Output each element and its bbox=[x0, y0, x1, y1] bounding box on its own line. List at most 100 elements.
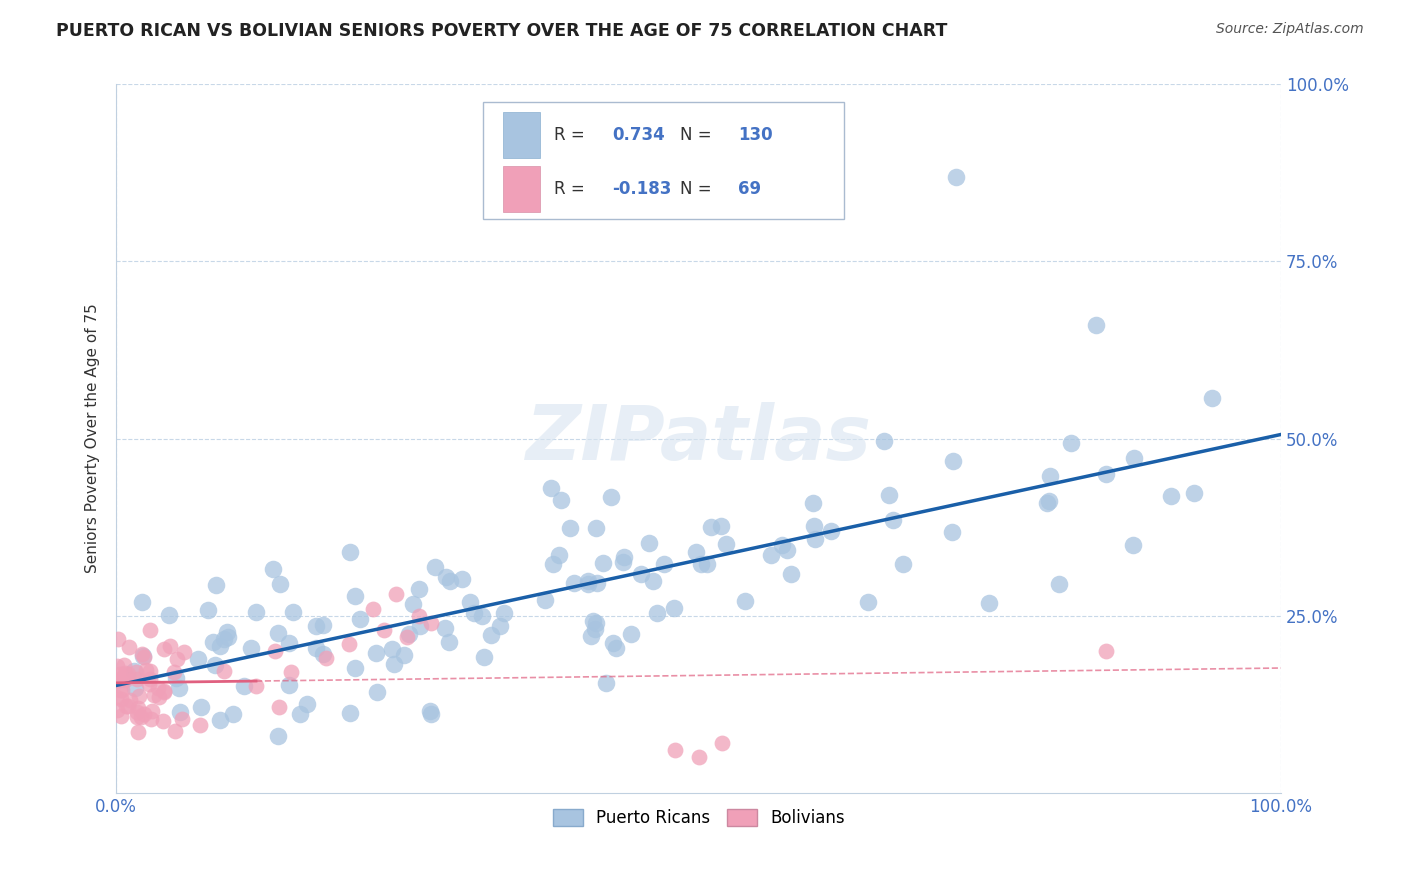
Point bbox=[209, 639, 232, 653]
Point bbox=[1095, 644, 1118, 658]
Point bbox=[425, 560, 447, 574]
Point bbox=[803, 495, 825, 509]
Point bbox=[439, 574, 461, 588]
Point bbox=[408, 608, 430, 623]
Point bbox=[105, 690, 128, 704]
Point bbox=[163, 665, 186, 679]
Point bbox=[128, 689, 150, 703]
Point bbox=[600, 490, 623, 504]
Point bbox=[124, 681, 146, 695]
Point bbox=[169, 706, 191, 720]
Point bbox=[1036, 495, 1059, 509]
Point bbox=[541, 558, 564, 572]
Point bbox=[381, 642, 404, 657]
Text: 0.734: 0.734 bbox=[613, 127, 665, 145]
Point bbox=[134, 650, 156, 665]
Point bbox=[585, 521, 607, 535]
Point bbox=[208, 714, 231, 728]
Point bbox=[148, 681, 170, 696]
Point bbox=[315, 651, 337, 665]
Point bbox=[385, 587, 408, 601]
Point bbox=[129, 709, 152, 723]
Point bbox=[856, 594, 879, 608]
Point bbox=[820, 524, 842, 538]
Point bbox=[645, 606, 668, 620]
Point bbox=[434, 570, 457, 584]
Point bbox=[620, 626, 643, 640]
Point bbox=[290, 707, 312, 722]
Point bbox=[605, 641, 627, 656]
Point bbox=[305, 619, 328, 633]
Point bbox=[638, 535, 661, 549]
Point bbox=[166, 652, 188, 666]
Point bbox=[297, 698, 319, 712]
Point bbox=[337, 637, 360, 651]
Point bbox=[576, 577, 599, 591]
Point bbox=[339, 545, 361, 559]
Point bbox=[941, 524, 963, 539]
Text: 130: 130 bbox=[738, 127, 773, 145]
Point bbox=[305, 640, 328, 655]
Point bbox=[131, 647, 153, 661]
Point bbox=[373, 623, 395, 637]
Point bbox=[977, 596, 1000, 610]
Point bbox=[125, 709, 148, 723]
FancyBboxPatch shape bbox=[484, 103, 844, 219]
Point bbox=[117, 699, 139, 714]
Point bbox=[312, 618, 335, 632]
Point bbox=[630, 566, 652, 581]
Point bbox=[108, 683, 131, 698]
Point bbox=[470, 608, 492, 623]
Point bbox=[780, 567, 803, 582]
Point bbox=[882, 513, 904, 527]
Text: ZIPatlas: ZIPatlas bbox=[526, 401, 872, 475]
Point bbox=[349, 612, 371, 626]
Point bbox=[803, 519, 825, 533]
Point bbox=[114, 666, 136, 681]
Point bbox=[873, 434, 896, 448]
Point bbox=[105, 673, 128, 687]
Point bbox=[188, 718, 211, 732]
Point bbox=[664, 743, 686, 757]
Point bbox=[879, 488, 901, 502]
Point bbox=[339, 706, 361, 721]
Point bbox=[700, 520, 723, 534]
Point bbox=[131, 595, 153, 609]
Point bbox=[433, 621, 456, 635]
Point bbox=[602, 636, 624, 650]
Point bbox=[1039, 468, 1062, 483]
Point bbox=[419, 615, 441, 630]
Point bbox=[576, 574, 599, 589]
Point bbox=[105, 703, 128, 717]
Point bbox=[472, 650, 495, 665]
Point bbox=[269, 577, 291, 591]
Point bbox=[277, 635, 299, 649]
Point bbox=[115, 698, 138, 713]
Point bbox=[187, 652, 209, 666]
Point bbox=[1201, 391, 1223, 405]
Point bbox=[439, 635, 461, 649]
Point bbox=[401, 597, 423, 611]
Point bbox=[141, 712, 163, 726]
Point bbox=[204, 658, 226, 673]
Point bbox=[489, 619, 512, 633]
Point bbox=[280, 665, 302, 680]
Point bbox=[108, 673, 131, 687]
Point bbox=[1123, 451, 1146, 466]
Point bbox=[135, 663, 157, 677]
Point bbox=[152, 714, 174, 728]
Point bbox=[595, 676, 617, 690]
Point bbox=[132, 649, 155, 664]
Point bbox=[118, 692, 141, 706]
Point bbox=[803, 533, 825, 547]
Point bbox=[1094, 467, 1116, 481]
Point bbox=[550, 493, 572, 508]
Point bbox=[419, 706, 441, 721]
Point bbox=[148, 690, 170, 704]
Point bbox=[696, 557, 718, 571]
Point bbox=[232, 679, 254, 693]
Point bbox=[263, 643, 285, 657]
FancyBboxPatch shape bbox=[503, 112, 540, 159]
Point bbox=[734, 594, 756, 608]
Point bbox=[652, 558, 675, 572]
